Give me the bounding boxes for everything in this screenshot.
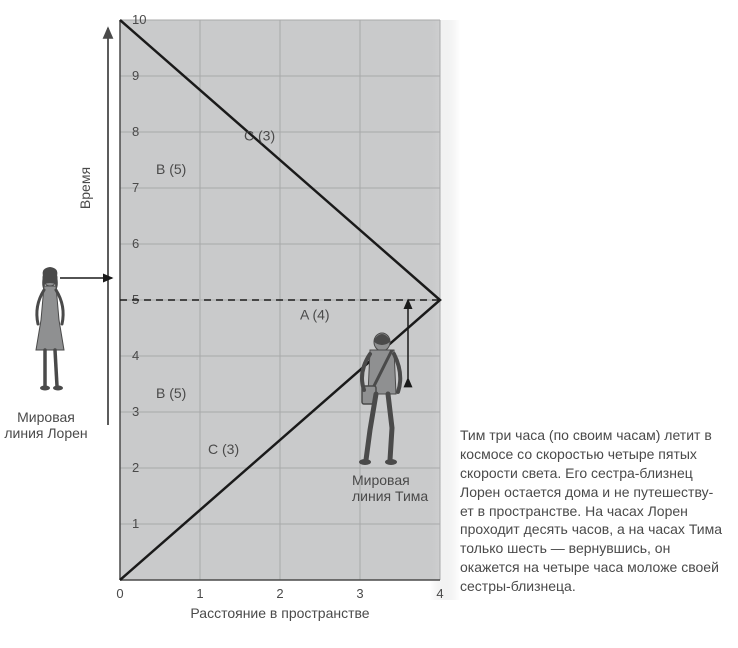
y-tick-label: 4 xyxy=(132,348,139,363)
y-axis-label: Время xyxy=(77,167,93,209)
tim-line-label-2: линия Тима xyxy=(352,488,428,504)
x-tick-label: 0 xyxy=(116,586,123,601)
lorraine-line-label-1: Мировая xyxy=(17,409,75,425)
y-tick-label: 7 xyxy=(132,180,139,195)
y-tick-label: 9 xyxy=(132,68,139,83)
y-tick-label: 3 xyxy=(132,404,139,419)
y-tick-label: 8 xyxy=(132,124,139,139)
x-tick-label: 4 xyxy=(436,586,443,601)
lorraine-figure xyxy=(36,267,64,391)
label-A: A (4) xyxy=(300,307,330,323)
figure-container: 0123412345678910Расстояние в пространств… xyxy=(0,0,738,648)
y-tick-label: 1 xyxy=(132,516,139,531)
y-tick-label: 2 xyxy=(132,460,139,475)
tim-line-label-1: Мировая xyxy=(352,472,410,488)
plot-edge-fade xyxy=(430,20,460,600)
y-tick-label: 6 xyxy=(132,236,139,251)
x-axis-label: Расстояние в пространстве xyxy=(190,605,369,621)
y-tick-label: 10 xyxy=(132,12,146,27)
x-tick-label: 2 xyxy=(276,586,283,601)
label-C-upper: C (3) xyxy=(244,127,275,143)
label-B-upper: B (5) xyxy=(156,161,186,177)
figure-caption: Тим три часа (по своим часам) летит в ко… xyxy=(460,426,722,596)
label-C-lower: C (3) xyxy=(208,441,239,457)
lorraine-line-label-2: линия Лорен xyxy=(4,425,87,441)
label-B-lower: B (5) xyxy=(156,385,186,401)
x-tick-label: 3 xyxy=(356,586,363,601)
x-tick-label: 1 xyxy=(196,586,203,601)
